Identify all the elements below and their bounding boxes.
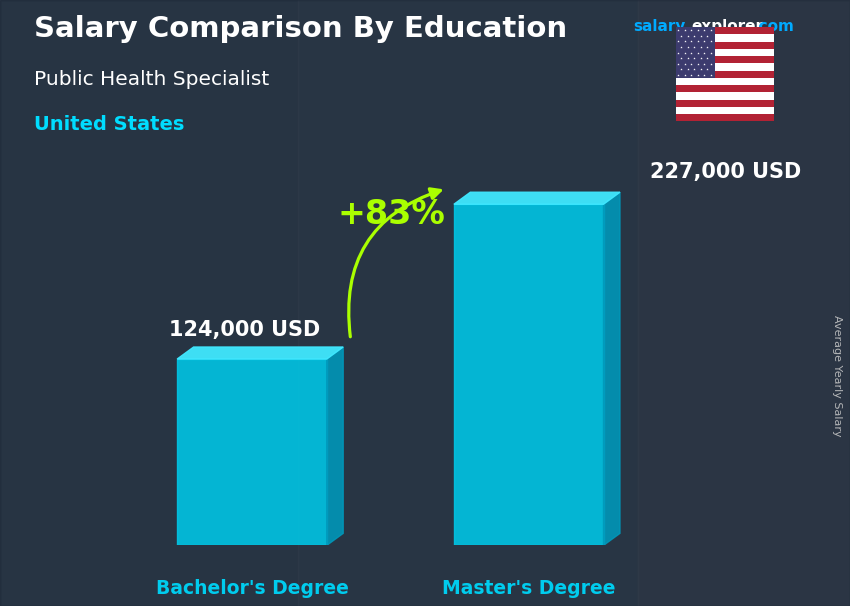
Text: Average Yearly Salary: Average Yearly Salary	[832, 315, 842, 436]
Polygon shape	[604, 192, 620, 545]
Text: +83%: +83%	[337, 198, 445, 231]
Text: salary: salary	[633, 19, 686, 35]
Polygon shape	[177, 359, 326, 545]
Bar	[638, 0, 850, 606]
Bar	[676, 114, 774, 121]
Bar	[676, 99, 774, 107]
Bar	[676, 78, 774, 85]
Text: 227,000 USD: 227,000 USD	[650, 162, 802, 182]
Text: Public Health Specialist: Public Health Specialist	[34, 70, 269, 88]
Bar	[676, 49, 774, 56]
Bar	[0, 0, 298, 606]
Bar	[298, 0, 638, 606]
Bar	[676, 56, 774, 64]
Bar	[676, 64, 774, 71]
Text: Master's Degree: Master's Degree	[442, 579, 615, 598]
Bar	[676, 85, 774, 92]
Polygon shape	[177, 347, 343, 359]
Text: 124,000 USD: 124,000 USD	[169, 320, 320, 340]
Text: Salary Comparison By Education: Salary Comparison By Education	[34, 15, 567, 43]
Bar	[676, 92, 774, 99]
Bar	[676, 27, 774, 35]
Polygon shape	[326, 347, 343, 545]
Text: explorer: explorer	[691, 19, 763, 35]
Bar	[676, 27, 715, 78]
Bar	[676, 35, 774, 42]
Bar	[676, 42, 774, 49]
Text: United States: United States	[34, 115, 184, 134]
Text: .com: .com	[753, 19, 794, 35]
Bar	[676, 71, 774, 78]
Polygon shape	[454, 204, 604, 545]
Bar	[676, 107, 774, 114]
Text: Bachelor's Degree: Bachelor's Degree	[156, 579, 348, 598]
Polygon shape	[454, 192, 620, 204]
